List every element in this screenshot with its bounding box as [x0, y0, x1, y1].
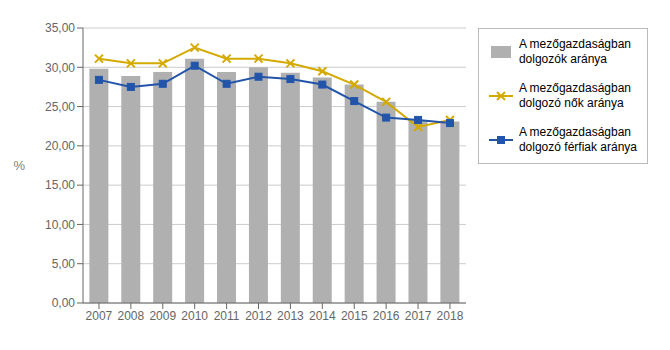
svg-text:2015: 2015	[341, 309, 368, 323]
svg-text:2014: 2014	[309, 309, 336, 323]
svg-text:%: %	[13, 158, 25, 173]
svg-text:2011: 2011	[214, 309, 240, 323]
svg-text:2016: 2016	[373, 309, 400, 323]
svg-text:15,00: 15,00	[45, 178, 75, 192]
svg-text:0,00: 0,00	[52, 296, 76, 310]
svg-text:2009: 2009	[149, 309, 176, 323]
svg-text:10,00: 10,00	[45, 218, 75, 232]
svg-text:2012: 2012	[245, 309, 272, 323]
svg-text:2008: 2008	[118, 309, 145, 323]
svg-text:35,00: 35,00	[45, 21, 75, 35]
svg-text:2017: 2017	[405, 309, 432, 323]
html-text:A mezőgazdaságban dolgozó férf: A mezőgazdaságban dolgozó férfiak aránya	[518, 125, 637, 154]
html-text:A mezőgazdaságban dolgozók ará: A mezőgazdaságban dolgozók aránya	[518, 37, 631, 66]
svg-text:2010: 2010	[181, 309, 208, 323]
svg-text:5,00: 5,00	[52, 257, 76, 271]
svg-text:2013: 2013	[277, 309, 304, 323]
svg-text:2007: 2007	[86, 309, 113, 323]
svg-text:20,00: 20,00	[45, 139, 75, 153]
svg-text:2018: 2018	[437, 309, 464, 323]
svg-text:25,00: 25,00	[45, 100, 75, 114]
html-text:A mezőgazdaságban dolgozó nők: A mezőgazdaságban dolgozó nők aránya	[518, 81, 631, 110]
svg-text:30,00: 30,00	[45, 61, 75, 75]
